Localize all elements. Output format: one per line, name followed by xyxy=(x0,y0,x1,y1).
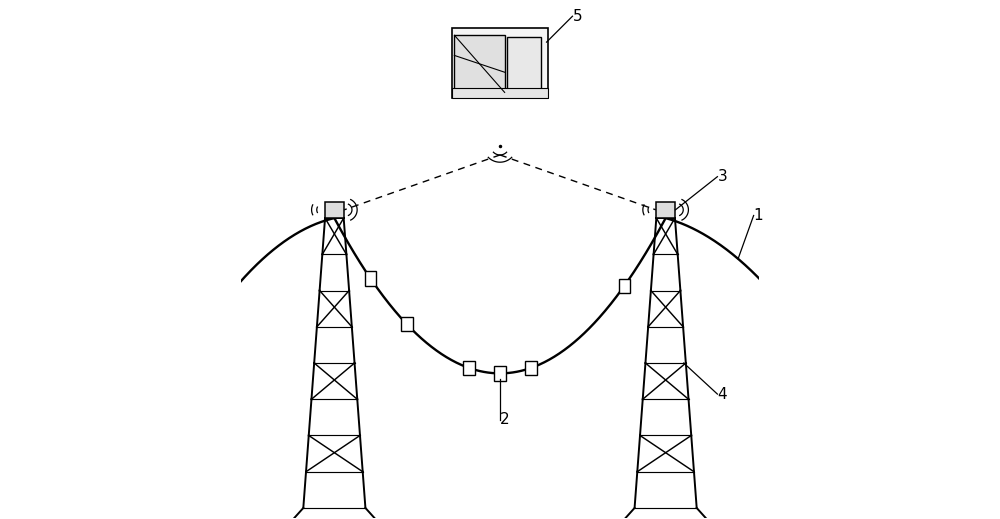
Text: 3: 3 xyxy=(717,169,727,184)
Bar xyxy=(619,279,630,293)
Bar xyxy=(452,28,548,98)
Text: 4: 4 xyxy=(717,387,727,402)
Bar xyxy=(365,271,376,286)
Bar xyxy=(525,361,537,375)
Text: 5: 5 xyxy=(572,9,582,24)
Bar xyxy=(463,361,475,375)
Bar xyxy=(401,317,413,332)
Bar xyxy=(454,35,505,92)
Text: 1: 1 xyxy=(754,208,763,223)
Bar xyxy=(494,366,506,380)
Bar xyxy=(325,201,344,218)
Bar xyxy=(452,88,548,98)
Text: 2: 2 xyxy=(500,413,510,428)
Bar xyxy=(507,37,541,90)
Bar xyxy=(656,201,675,218)
